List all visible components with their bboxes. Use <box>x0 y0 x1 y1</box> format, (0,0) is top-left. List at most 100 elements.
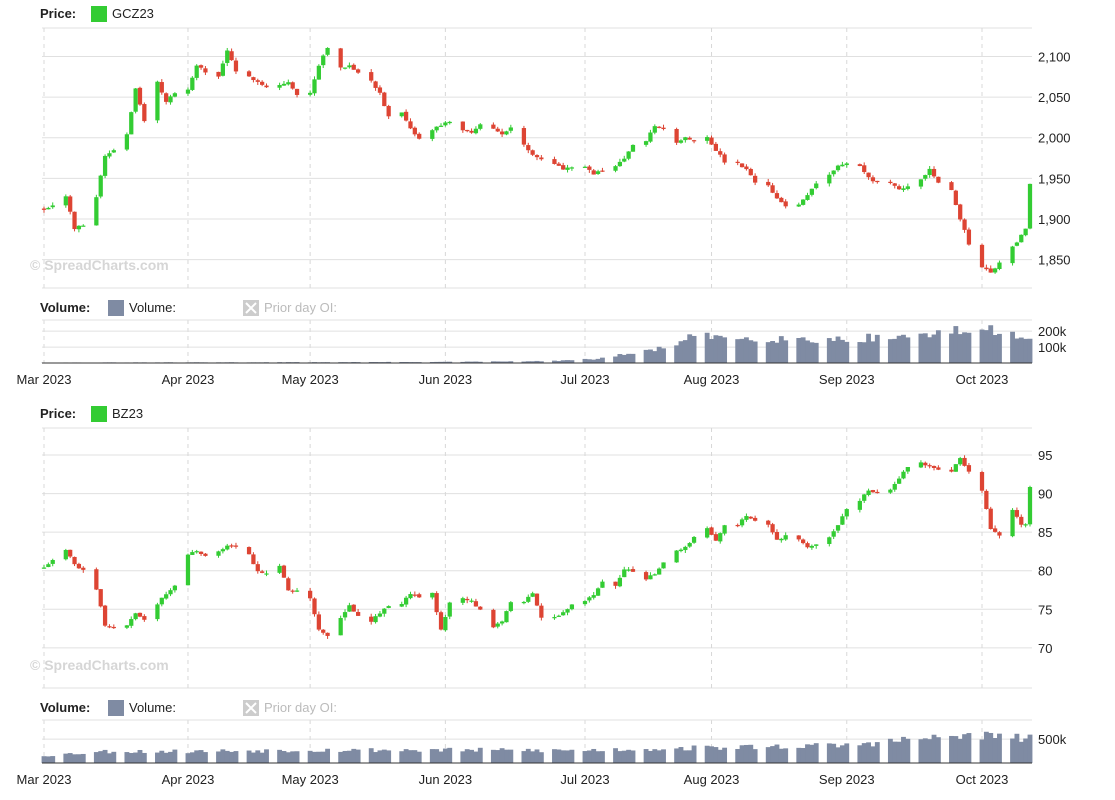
volume-bar <box>997 333 1002 363</box>
volume-bar <box>813 743 819 763</box>
candle <box>831 531 836 537</box>
volume-bar <box>124 752 130 763</box>
volume-bar <box>709 746 714 763</box>
volume-bar <box>809 342 815 363</box>
candle <box>399 112 404 117</box>
volume-bar <box>735 339 741 363</box>
volume-bar <box>617 354 623 363</box>
candle <box>984 490 989 509</box>
volume-bar <box>713 335 719 363</box>
candle <box>403 111 409 121</box>
candle <box>779 197 784 203</box>
volume-bar <box>416 751 422 763</box>
candle <box>1010 246 1015 264</box>
volume-bar <box>591 748 597 763</box>
candle <box>129 112 134 135</box>
candle <box>530 150 535 155</box>
candle <box>325 47 330 55</box>
volume-bar <box>1010 738 1015 763</box>
candle <box>648 132 653 142</box>
volume-bar <box>45 756 51 763</box>
candle <box>50 205 55 208</box>
volume-bar <box>447 747 453 763</box>
volume-bar <box>290 751 296 763</box>
volume-bar <box>717 749 723 763</box>
volume-bar <box>50 756 56 763</box>
volume-bar <box>534 360 540 363</box>
candle <box>774 532 780 540</box>
volume-tick-label: 100k <box>1038 340 1067 355</box>
candle <box>225 50 230 63</box>
volume-bar <box>765 342 771 363</box>
volume-bar <box>748 340 754 363</box>
candle <box>190 77 195 90</box>
candle <box>801 539 806 544</box>
volume-bar <box>874 334 880 363</box>
candle <box>626 569 631 571</box>
candle <box>290 590 295 592</box>
candle <box>495 128 500 132</box>
candle <box>936 176 941 183</box>
candle <box>198 65 204 68</box>
volume-bar <box>163 752 169 763</box>
candle <box>796 535 801 540</box>
prior-oi-checkbox[interactable] <box>243 700 259 716</box>
candle <box>783 201 788 207</box>
volume-bar <box>752 341 758 363</box>
candle <box>220 63 226 76</box>
candle <box>233 545 239 547</box>
volume-bar <box>983 731 989 763</box>
volume-bar <box>805 744 810 763</box>
candle <box>63 549 68 560</box>
volume-bar <box>826 743 832 763</box>
volume-bar <box>962 734 967 763</box>
chart-panel-bz23: Price: BZ23 95 90 85 80 75 70 © SpreadCharts.com… <box>17 406 1067 787</box>
candle <box>325 632 330 636</box>
candle <box>447 121 452 124</box>
volume-bar <box>264 749 269 763</box>
candle <box>722 154 727 163</box>
candle <box>255 564 260 572</box>
candle <box>495 623 500 627</box>
volume-bar <box>661 749 666 763</box>
candle <box>748 516 753 519</box>
volume-bar <box>748 744 754 763</box>
volume-bar <box>857 342 863 363</box>
volume-bar <box>508 749 514 763</box>
x-tick-label: Jun 2023 <box>419 772 473 787</box>
candle <box>722 525 727 534</box>
prior-oi-label: Prior day OI: <box>264 300 337 315</box>
volume-bar <box>600 751 605 763</box>
candle <box>102 605 108 626</box>
volume-bar <box>949 735 954 763</box>
candle <box>351 64 356 70</box>
volume-bar <box>508 361 514 363</box>
candle <box>643 572 649 580</box>
candle <box>866 172 871 178</box>
volume-bar <box>800 337 806 363</box>
candle <box>72 556 77 565</box>
candle <box>438 125 444 127</box>
candle <box>251 77 256 81</box>
volume-bar <box>473 361 479 363</box>
candle <box>896 478 902 484</box>
candle <box>469 130 474 133</box>
volume-bar <box>778 748 784 763</box>
candle <box>652 126 657 133</box>
candle <box>246 547 252 555</box>
candle <box>805 543 810 548</box>
candle <box>220 549 226 552</box>
candle <box>159 82 164 93</box>
volume-bar <box>839 339 845 363</box>
candle <box>68 196 73 212</box>
candle <box>735 161 740 163</box>
x-tick-label: Aug 2023 <box>684 372 740 387</box>
candle <box>931 168 937 177</box>
volume-bar <box>874 742 880 763</box>
volume-bar <box>259 752 265 763</box>
volume-bar <box>857 745 863 763</box>
prior-oi-checkbox[interactable] <box>243 300 259 316</box>
y-tick-label: 2,050 <box>1038 90 1071 105</box>
candle <box>260 81 265 85</box>
y-tick-label: 75 <box>1038 602 1052 617</box>
